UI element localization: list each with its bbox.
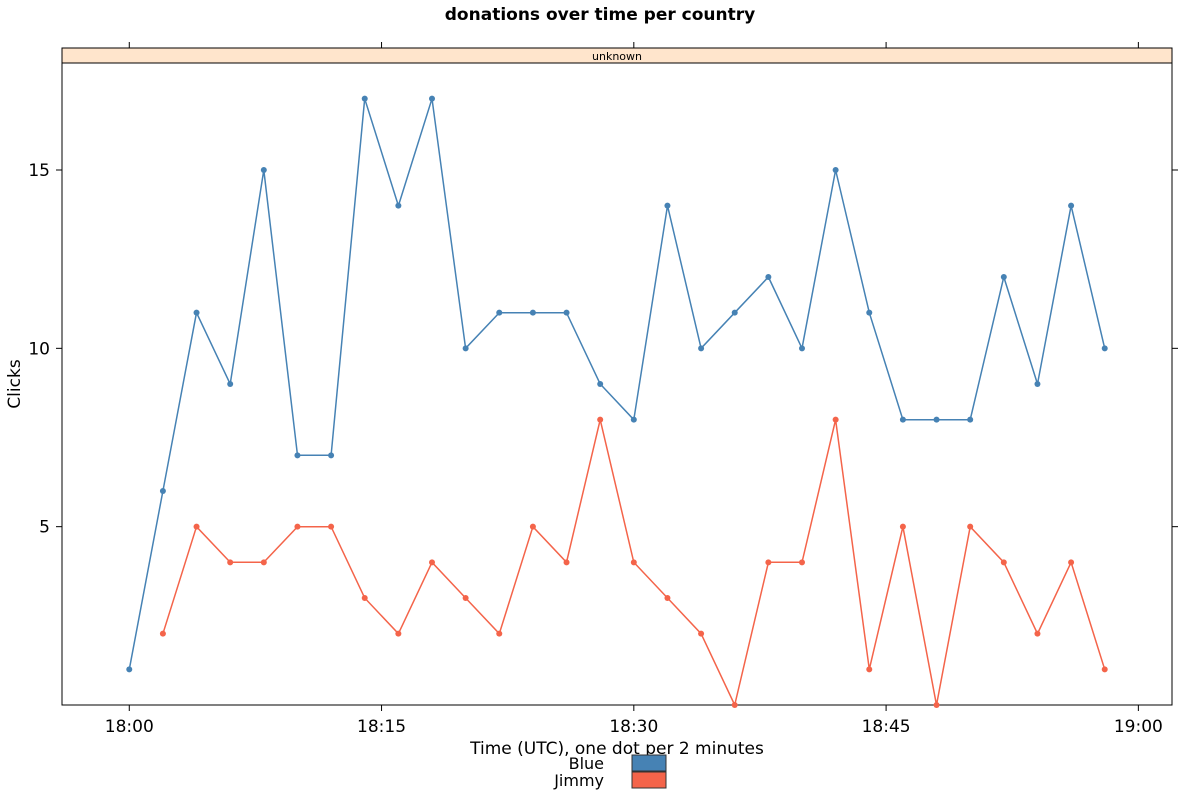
data-point-blue xyxy=(395,202,402,209)
data-point-blue xyxy=(328,452,335,459)
x-tick-label: 18:45 xyxy=(862,717,911,737)
data-point-jimmy xyxy=(227,559,234,566)
data-point-blue xyxy=(227,381,234,387)
y-tick-label: 15 xyxy=(28,161,50,181)
data-point-blue xyxy=(1068,202,1075,209)
data-point-jimmy xyxy=(630,559,637,566)
data-point-jimmy xyxy=(1034,630,1041,637)
legend-swatch-blue xyxy=(631,754,667,772)
data-point-jimmy xyxy=(395,630,402,637)
data-point-blue xyxy=(698,345,705,352)
data-point-jimmy xyxy=(529,523,536,530)
data-point-jimmy xyxy=(967,523,974,530)
data-point-jimmy xyxy=(361,595,368,601)
data-point-jimmy xyxy=(832,416,839,423)
data-point-blue xyxy=(529,309,536,316)
data-point-blue xyxy=(630,416,637,423)
plot-area xyxy=(61,62,1173,706)
data-point-jimmy xyxy=(328,523,335,530)
data-point-blue xyxy=(899,416,906,423)
x-tick-label: 18:30 xyxy=(609,717,658,737)
data-point-blue xyxy=(563,309,570,316)
data-point-jimmy xyxy=(933,702,940,708)
data-point-blue xyxy=(462,345,469,352)
legend-label-blue: Blue xyxy=(569,754,604,773)
chart-title: donations over time per country xyxy=(445,5,755,25)
y-tick-label: 5 xyxy=(39,518,50,538)
data-point-jimmy xyxy=(1068,559,1075,566)
data-point-jimmy xyxy=(799,559,805,566)
data-point-blue xyxy=(799,345,805,352)
legend-swatch-jimmy xyxy=(631,771,667,789)
data-point-jimmy xyxy=(866,666,873,673)
data-point-jimmy xyxy=(899,523,906,530)
data-point-blue xyxy=(933,416,940,423)
data-point-blue xyxy=(967,416,974,423)
x-tick-label: 18:15 xyxy=(357,717,406,737)
x-tick-label: 19:00 xyxy=(1114,717,1163,737)
legend-label-jimmy: Jimmy xyxy=(553,771,604,790)
y-tick-label: 10 xyxy=(28,339,50,359)
data-point-blue xyxy=(361,95,368,102)
data-point-blue xyxy=(597,381,604,387)
data-point-blue xyxy=(664,202,671,209)
data-point-blue xyxy=(496,309,503,316)
data-point-jimmy xyxy=(731,702,738,708)
series-line-blue xyxy=(128,98,1106,670)
data-point-jimmy xyxy=(1101,666,1108,673)
data-point-blue xyxy=(193,309,200,316)
data-point-jimmy xyxy=(597,416,604,423)
data-point-jimmy xyxy=(193,523,200,530)
panel-strip-label: unknown xyxy=(592,50,642,63)
data-point-jimmy xyxy=(496,630,503,637)
data-point-jimmy xyxy=(563,559,570,566)
data-point-jimmy xyxy=(159,630,166,637)
y-axis-label: Clicks xyxy=(5,359,25,409)
data-point-blue xyxy=(866,309,873,316)
data-point-jimmy xyxy=(260,559,267,566)
data-point-blue xyxy=(260,167,267,173)
data-point-blue xyxy=(1000,274,1007,280)
data-point-jimmy xyxy=(294,523,301,530)
data-point-blue xyxy=(1034,381,1041,387)
data-point-blue xyxy=(765,274,772,280)
data-point-blue xyxy=(294,452,301,459)
x-axis-label: Time (UTC), one dot per 2 minutes xyxy=(469,739,764,759)
data-point-blue xyxy=(159,488,166,494)
data-point-jimmy xyxy=(664,595,671,601)
data-point-jimmy xyxy=(429,559,435,566)
data-point-blue xyxy=(126,666,133,673)
data-point-blue xyxy=(1101,345,1108,352)
data-point-jimmy xyxy=(462,595,469,601)
data-point-blue xyxy=(429,95,435,102)
x-tick-label: 18:00 xyxy=(105,717,154,737)
data-point-jimmy xyxy=(1000,559,1007,566)
data-point-jimmy xyxy=(698,630,705,637)
data-point-jimmy xyxy=(765,559,772,566)
data-point-blue xyxy=(832,167,839,173)
data-point-blue xyxy=(731,309,738,316)
